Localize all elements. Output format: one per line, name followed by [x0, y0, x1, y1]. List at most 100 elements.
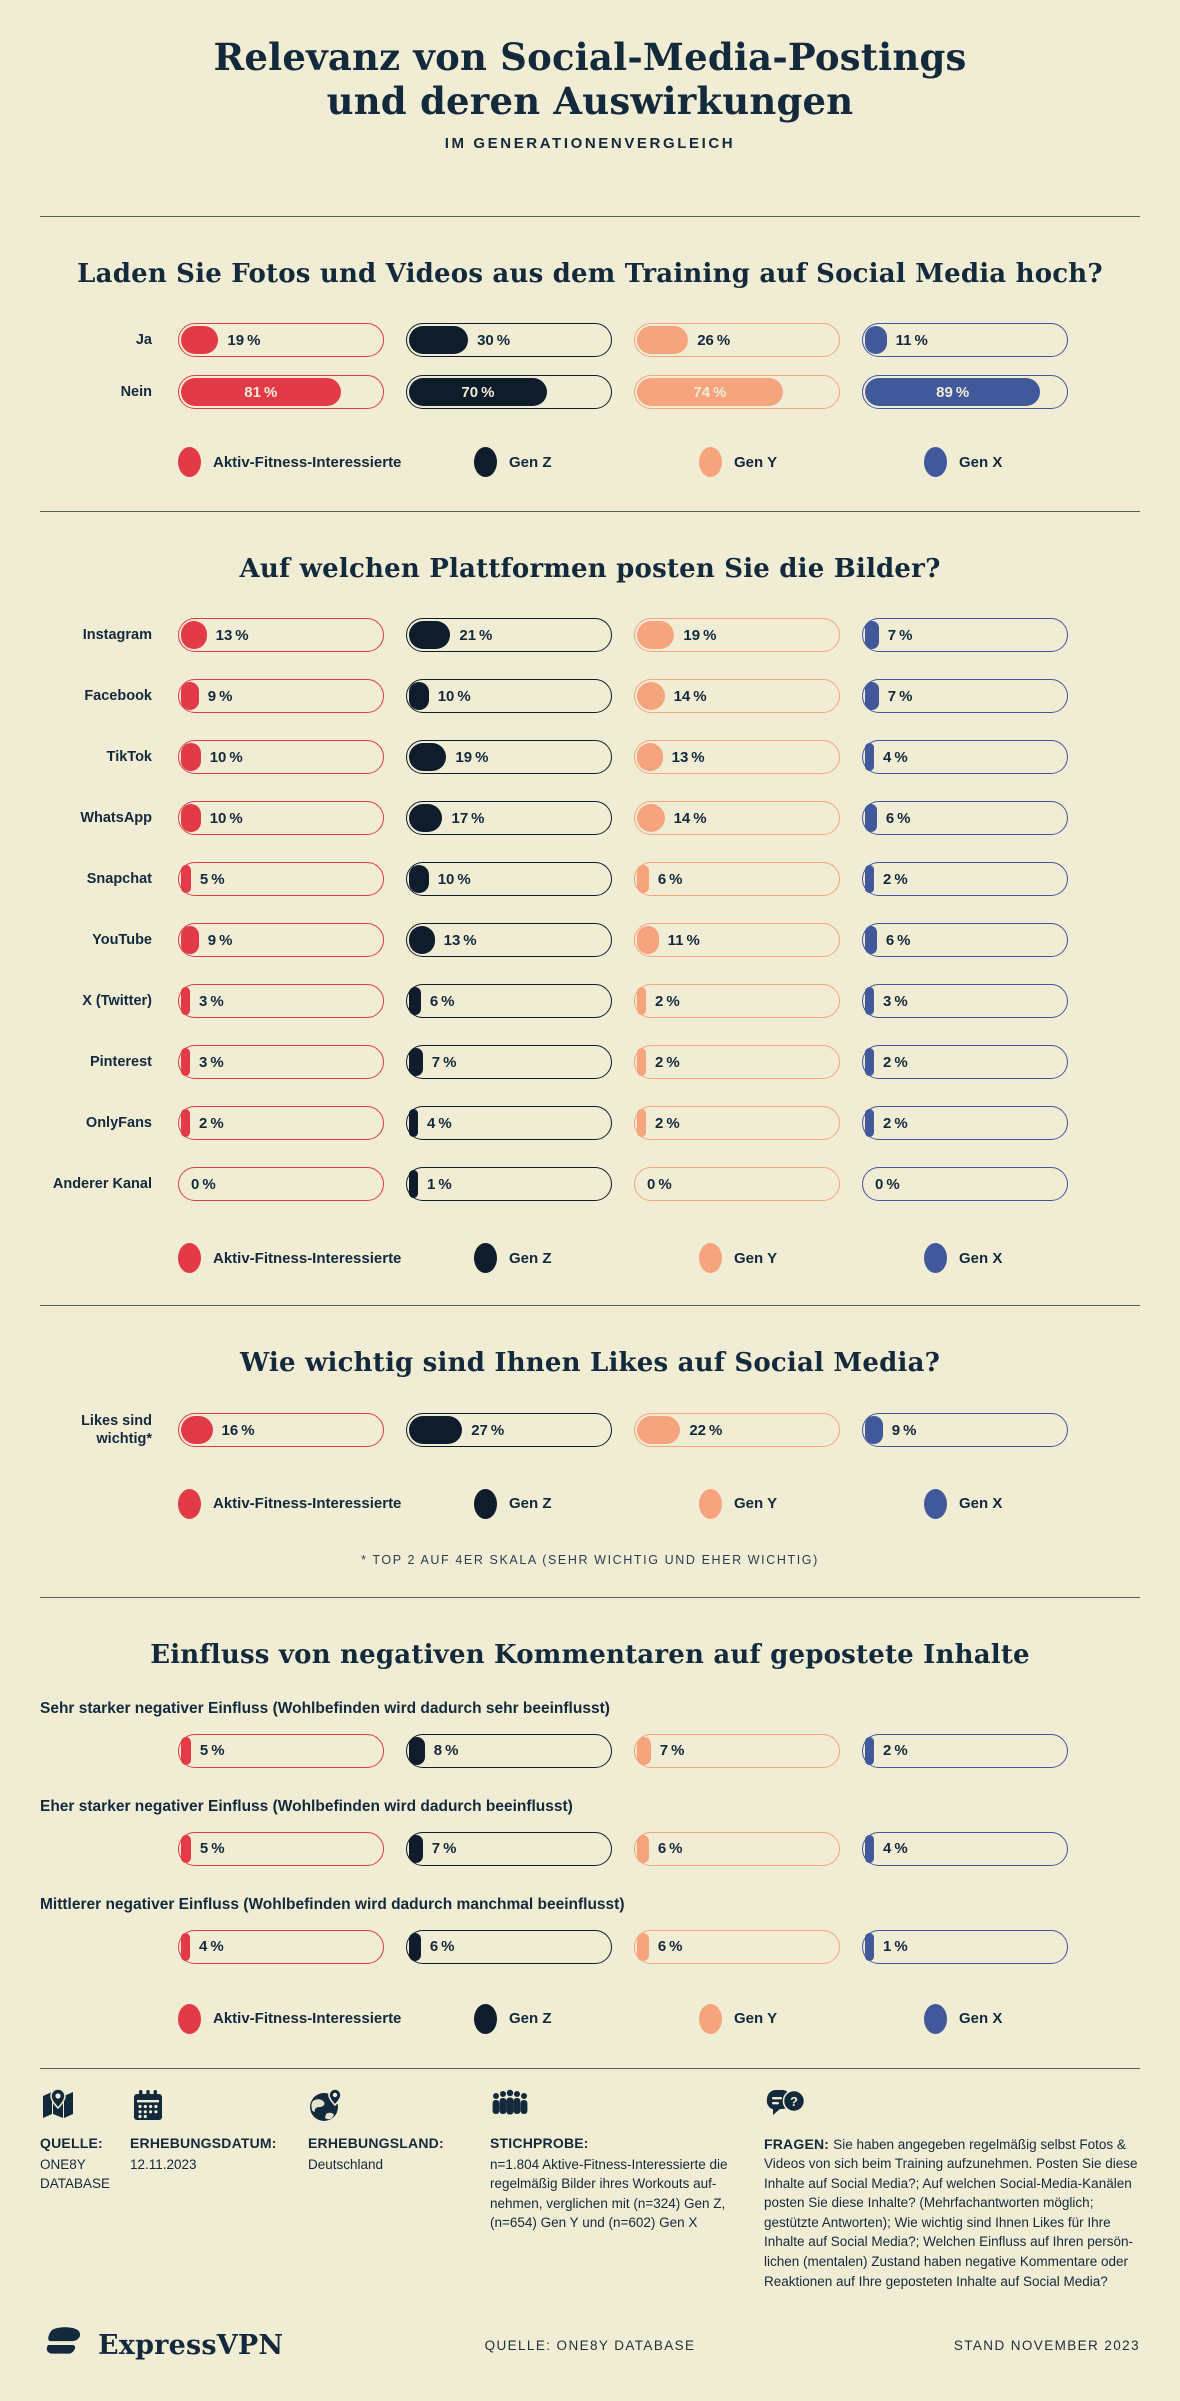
footer-column: ? FRAGEN: Sie haben angegeben regelmäßig s… — [764, 2087, 1160, 2292]
bar-track-gen-y: 19 % — [634, 618, 840, 653]
svg-text:?: ? — [790, 2094, 798, 2109]
section-divider — [40, 1305, 1140, 1307]
bar-track-gen-y: 11 % — [634, 923, 840, 958]
section-likes-title: Wie wichtig sind Ihnen Likes auf Social … — [239, 1348, 941, 1379]
bar-track-gen-y: 14 % — [634, 801, 840, 836]
bar-value-label: 5 % — [199, 1742, 225, 1760]
bar-fill — [637, 926, 659, 955]
bar-track-gen-x: 4 % — [862, 740, 1068, 775]
bar-fill — [637, 326, 689, 355]
bar-track-gen-z: 30 % — [406, 323, 612, 358]
bar-value-label: 2 % — [883, 1114, 908, 1132]
bar-value-label: 6 % — [657, 870, 683, 888]
bar-value-label: 9 % — [207, 687, 233, 705]
bar-track-gen-y: 74 % — [634, 375, 840, 410]
legend-dot-icon — [474, 1488, 497, 1519]
upload-rows: Ja 19 % 30 % 26 % 11 % Nein 81 % 70 % 74 % 89 % — [40, 323, 1140, 410]
bar-value-label: 22 % — [689, 1421, 723, 1439]
footer-column-label: STICHPROBE: — [490, 2134, 589, 2151]
legend-label: Aktiv-Fitness-Interessierte — [213, 2010, 402, 2028]
bar-fill — [865, 1048, 874, 1077]
bar-row: Ja 19 % 30 % 26 % 11 % — [40, 323, 1140, 358]
bar-fill — [409, 743, 447, 772]
bar-value-label: 8 % — [433, 1742, 459, 1760]
bar-fill — [181, 743, 201, 772]
bar-track-gen-z: 10 % — [406, 862, 612, 897]
legend-label: Gen Y — [734, 1249, 778, 1267]
bar-track-gen-z: 10 % — [406, 679, 612, 714]
bar-value-label: 4 % — [199, 1938, 224, 1956]
legend-item: Gen Y — [699, 2003, 924, 2034]
bar-row: Anderer Kanal 0 % 1 % 0 % 0 % — [40, 1167, 1140, 1202]
bar-row: TikTok 10 % 19 % 13 % 4 % — [40, 740, 1140, 775]
bar-fill — [865, 1932, 874, 1961]
bar-row: Snapchat 5 % 10 % 6 % 2 % — [40, 862, 1140, 897]
legend-dot-icon — [924, 447, 947, 478]
bar-value-label: 7 % — [431, 1840, 457, 1858]
bar-value-label: 9 % — [891, 1421, 917, 1439]
bar-track-gen-x: 11 % — [862, 323, 1068, 358]
bar-track-gen-x: 2 % — [862, 1045, 1068, 1080]
category-label: WhatsApp — [80, 810, 152, 827]
bar-value-label: 10 % — [209, 748, 243, 766]
bar-value-label: 3 % — [199, 992, 224, 1010]
likes-legend: Aktiv-Fitness-Interessierte Gen Z Gen Y Gen… — [178, 1488, 1140, 1519]
legend-dot-icon — [178, 1488, 201, 1519]
bar-row: Instagram 13 % 21 % 19 % 7 % — [40, 618, 1140, 653]
bar-value-label: 10 % — [209, 809, 243, 827]
bar-fill — [637, 1416, 681, 1445]
bar-fill — [865, 378, 1041, 407]
bar-track-gen-y: 2 % — [634, 1106, 840, 1141]
bar-fill — [409, 682, 429, 711]
bar-value-label: 9 % — [207, 931, 233, 949]
legend-label: Gen Y — [734, 453, 778, 471]
bar-fill — [865, 1736, 874, 1765]
footer-meta: QUELLE: ONE8Y DATABASE ERHEBUNGSDATUM: 12.1… — [40, 2087, 1140, 2292]
statement-label: Eher starker negativer Einfluss (Wohlbef… — [40, 1797, 573, 1815]
legend-dot-icon — [178, 1243, 201, 1274]
bar-value-label: 27 % — [471, 1421, 505, 1439]
bar-fill — [181, 378, 341, 407]
bar-track-aktiv-fitness-interessierte: 0 % — [178, 1167, 384, 1202]
bar-fill — [637, 1932, 649, 1961]
legend-label: Gen X — [959, 1249, 1003, 1267]
bar-value-label: 26 % — [697, 331, 731, 349]
bar-fill — [637, 1736, 651, 1765]
bar-row: Pinterest 3 % 7 % 2 % 2 % — [40, 1045, 1140, 1080]
bar-track-gen-y: 13 % — [634, 740, 840, 775]
bar-value-label: 4 % — [427, 1114, 452, 1132]
bar-fill — [181, 1932, 190, 1961]
footer-column-label: FRAGEN: — [764, 2135, 830, 2152]
section-divider — [40, 2067, 1140, 2069]
platform-rows: Instagram 13 % 21 % 19 % 7 % Facebook 9 % 10 % 1… — [40, 618, 1140, 1202]
legend-item: Aktiv-Fitness-Interessierte — [178, 1243, 474, 1274]
platforms-legend: Aktiv-Fitness-Interessierte Gen Z Gen Y Gen… — [178, 1243, 1140, 1274]
legend-item: Gen Z — [474, 2003, 699, 2034]
upload-legend: Aktiv-Fitness-Interessierte Gen Z Gen Y Gen… — [178, 447, 1140, 478]
bar-fill — [409, 1736, 425, 1765]
bar-row: 5 % 8 % 7 % 2 % — [178, 1733, 1140, 1768]
bar-fill — [865, 1416, 883, 1445]
bar-track-gen-y: 0 % — [634, 1167, 840, 1202]
category-label: Likes sind wichtig* — [81, 1413, 152, 1448]
bar-fill — [637, 804, 665, 833]
legend-item: Gen X — [924, 447, 1002, 478]
bar-track-aktiv-fitness-interessierte: 19 % — [178, 323, 384, 358]
bar-track-gen-y: 26 % — [634, 323, 840, 358]
bar-fill — [409, 326, 469, 355]
bar-fill — [181, 1416, 213, 1445]
legend-dot-icon — [699, 1488, 722, 1519]
bar-fill — [637, 1834, 649, 1863]
category-label: OnlyFans — [85, 1115, 152, 1132]
footer-column-label: QUELLE: — [40, 2134, 103, 2151]
section-upload: Laden Sie Fotos und Videos aus dem Train… — [40, 259, 1140, 478]
bar-fill — [409, 804, 443, 833]
category-label: TikTok — [106, 749, 152, 766]
section-upload-title: Laden Sie Fotos und Videos aus dem Train… — [77, 259, 1103, 290]
expressvpn-burger-icon — [46, 2327, 81, 2354]
legend-dot-icon — [699, 2003, 722, 2034]
bar-track-aktiv-fitness-interessierte: 10 % — [178, 801, 384, 836]
bar-value-label: 19 % — [227, 331, 261, 349]
bar-fill — [409, 1932, 421, 1961]
